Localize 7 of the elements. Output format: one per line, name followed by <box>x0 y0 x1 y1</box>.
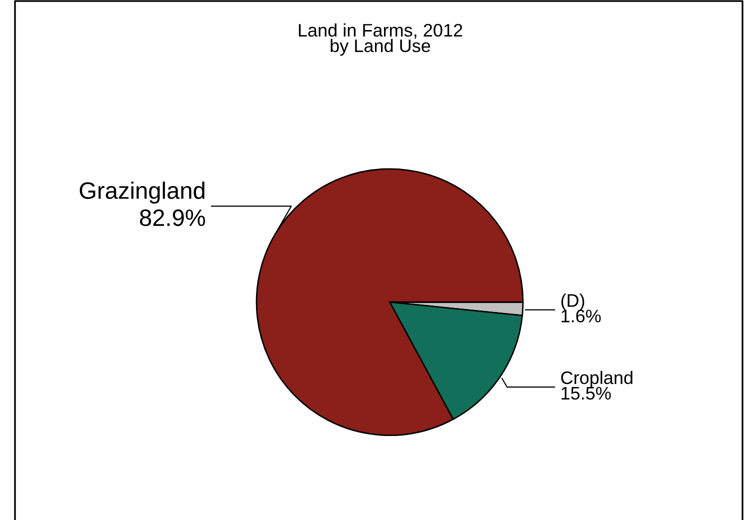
slice-label: (D) <box>561 294 584 310</box>
slice-label: Grazingland <box>80 182 204 204</box>
slice-label: Cropland <box>561 370 632 388</box>
data-label: 1.6% <box>562 310 601 322</box>
data-label: 82.9% <box>140 209 206 226</box>
chart-title: Land in Farms, 2012 by Land Use <box>298 23 462 56</box>
data-label: 15.5% <box>562 386 611 400</box>
